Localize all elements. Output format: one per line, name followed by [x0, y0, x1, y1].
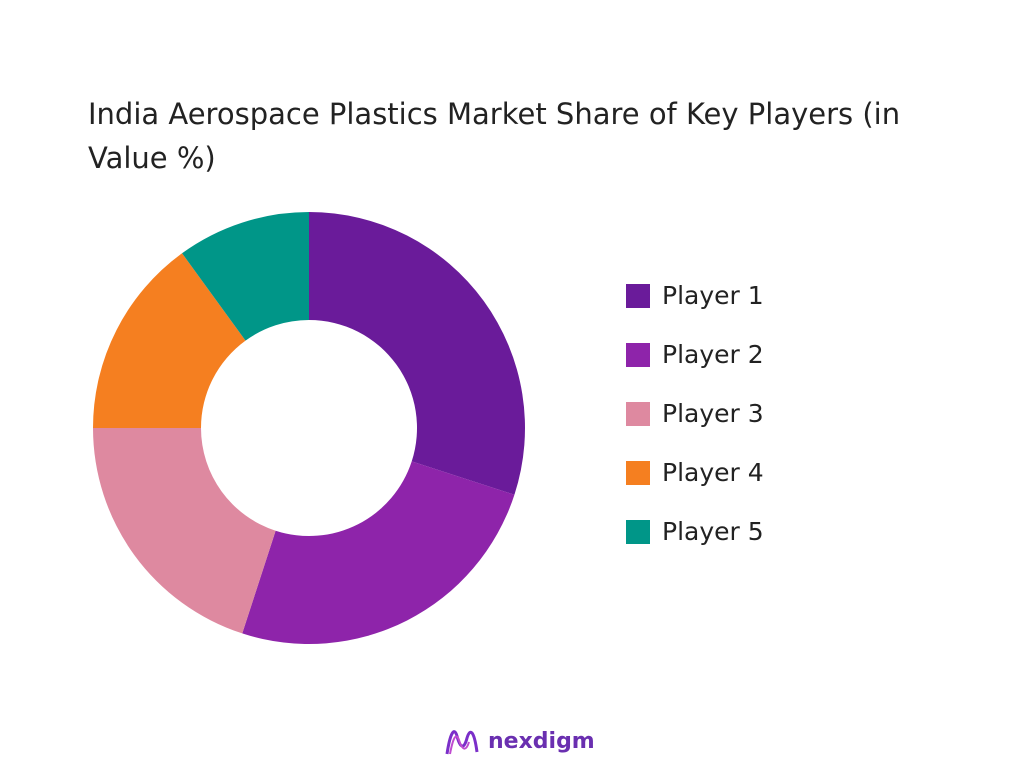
legend-swatch [626, 460, 650, 485]
legend-item-player-5: Player 5 [626, 502, 764, 561]
legend-item-player-3: Player 3 [626, 384, 764, 443]
legend-label: Player 4 [662, 458, 764, 487]
nexdigm-logo: nexdigm [444, 724, 595, 758]
chart-title: India Aerospace Plastics Market Share of… [88, 97, 901, 175]
legend-label: Player 3 [662, 399, 764, 428]
legend-swatch [626, 519, 650, 544]
donut-slice-1 [309, 212, 525, 495]
legend-label: Player 2 [662, 340, 764, 369]
donut-slice-3 [93, 428, 276, 634]
logo-text: nexdigm [488, 728, 595, 754]
legend-swatch [626, 342, 650, 367]
legend-item-player-4: Player 4 [626, 443, 764, 502]
legend-item-player-1: Player 1 [626, 266, 764, 325]
donut-slice-2 [242, 461, 515, 644]
legend-item-player-2: Player 2 [626, 325, 764, 384]
donut-slice-4 [93, 253, 246, 428]
legend-swatch [626, 401, 650, 426]
legend: Player 1 Player 2 Player 3 Player 4 Play… [626, 266, 764, 561]
legend-label: Player 5 [662, 517, 764, 546]
logo-icon [445, 730, 479, 755]
donut-slice-5 [182, 212, 309, 341]
legend-label: Player 1 [662, 281, 764, 310]
legend-swatch [626, 283, 650, 308]
